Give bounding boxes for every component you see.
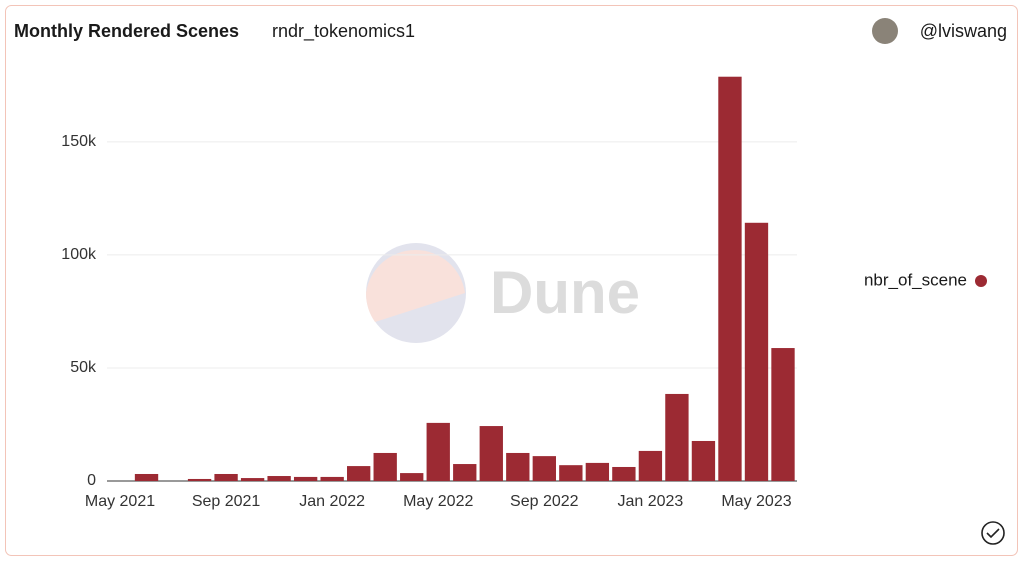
y-tick-label: 0 [87,472,96,489]
x-tick-label: May 2023 [721,493,791,510]
avatar [872,18,898,44]
author[interactable]: @lviswang [920,21,1007,41]
y-tick-label: 100k [61,246,97,263]
bar [585,462,610,481]
bar [240,478,265,481]
bar [187,478,212,481]
bar [638,450,663,481]
bar [320,476,344,481]
bar [267,476,291,481]
legend-label: nbr_of_scene [864,270,967,289]
bar [426,422,450,481]
bar [479,426,503,481]
chart-title: Monthly Rendered Scenes [14,21,239,41]
y-tick-label: 150k [61,133,97,150]
watermark: Dune [490,259,640,326]
watermark-logo [365,243,466,343]
bar [612,466,636,481]
y-tick-label: 50k [70,359,97,376]
bar [214,473,238,481]
bar [718,76,742,482]
bar [134,473,159,481]
bar [293,476,318,481]
legend-swatch [975,275,987,287]
bar [532,456,556,481]
bar [665,393,689,481]
bar [347,466,371,481]
x-tick-label: Sep 2021 [192,493,261,510]
x-tick-label: Jan 2023 [617,493,683,510]
x-tick-label: May 2021 [85,493,155,510]
chart-subtitle: rndr_tokenomics1 [272,21,415,42]
bar [691,440,716,481]
bar [771,348,795,481]
bar [400,473,424,481]
bar [453,464,477,481]
bar [506,452,530,481]
x-tick-label: Sep 2022 [510,493,579,510]
x-tick-label: May 2022 [403,493,473,510]
x-tick-label: Jan 2022 [299,493,365,510]
bar [744,222,769,481]
bar [373,452,397,481]
bar [559,465,583,481]
check-icon[interactable] [981,521,1005,545]
